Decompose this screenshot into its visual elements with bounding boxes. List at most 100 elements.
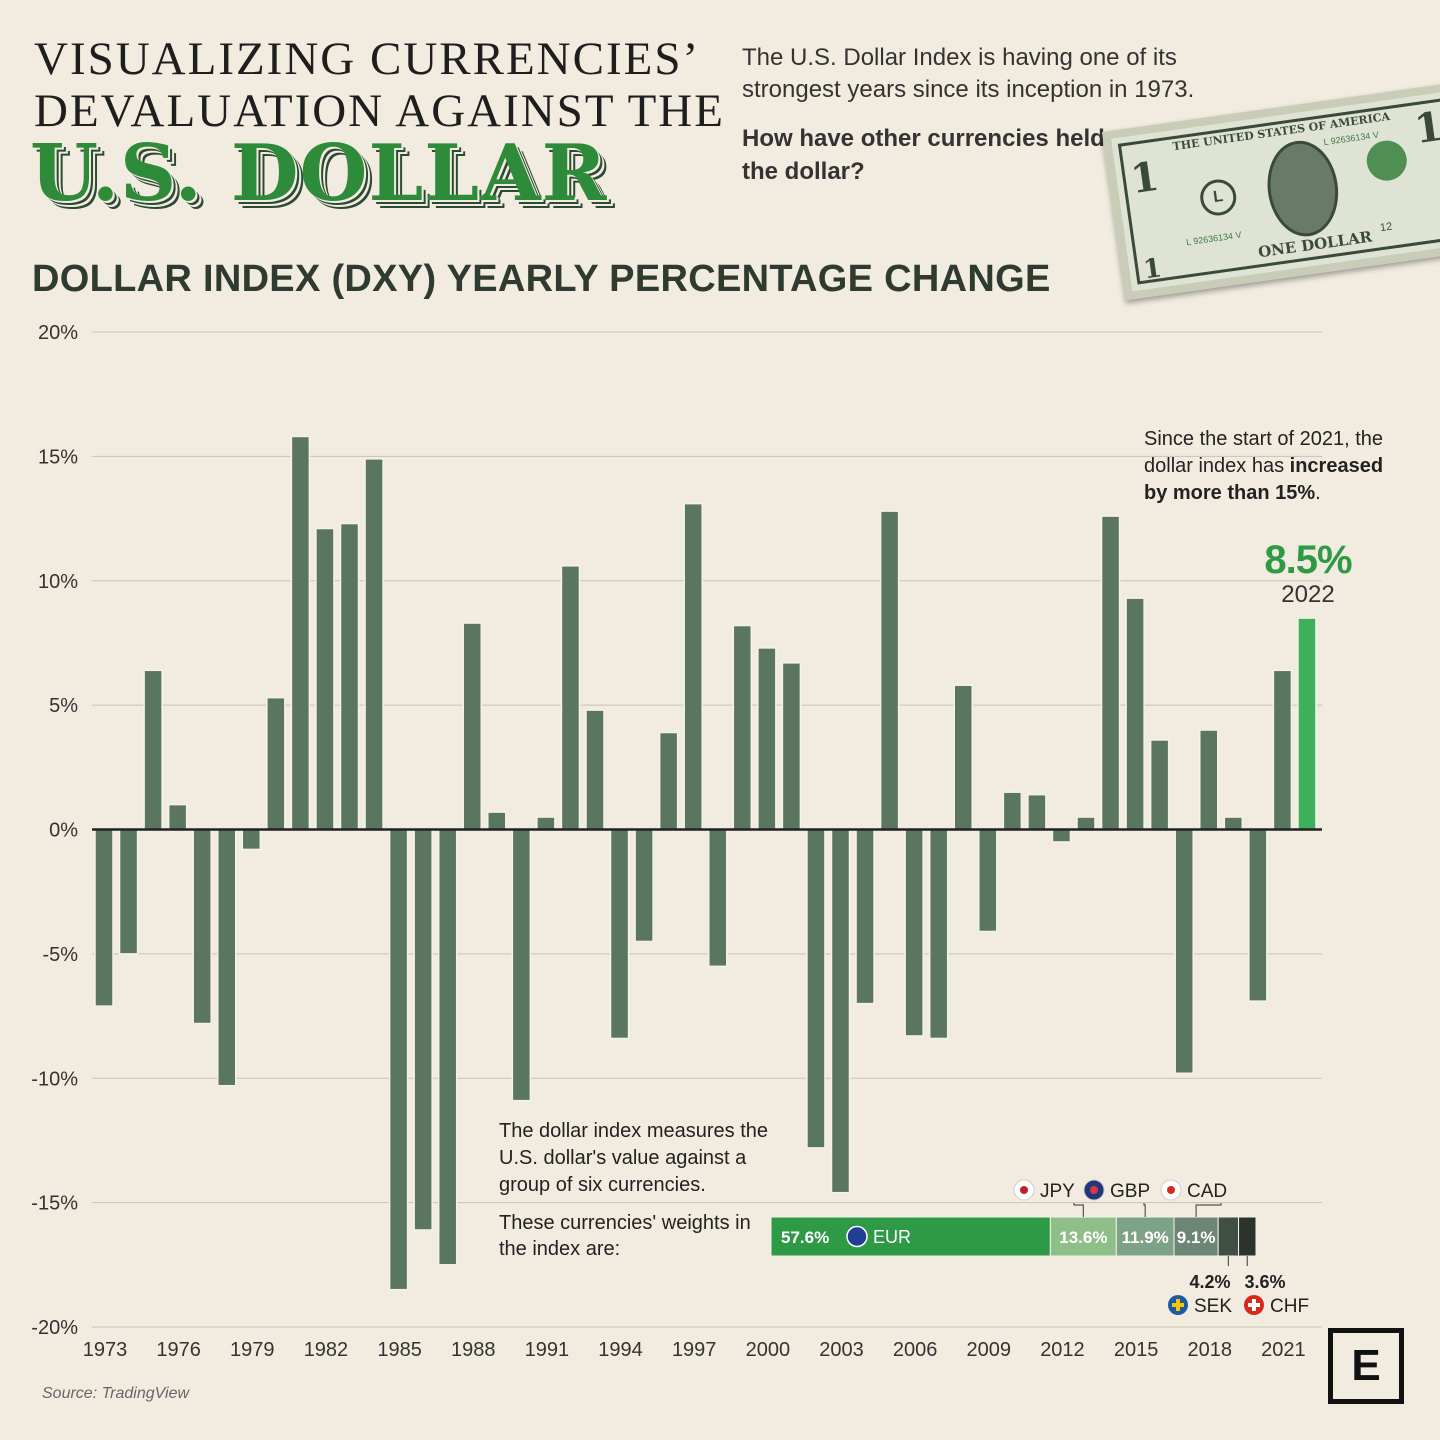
weight-label-gbp: 11.9% — [1122, 1228, 1169, 1247]
bar-2022 — [1297, 617, 1317, 831]
x-tick-label: 2003 — [819, 1339, 864, 1361]
bar-2011 — [1027, 793, 1047, 831]
x-tick-label: 1973 — [83, 1339, 128, 1361]
y-tick-label: 0% — [49, 820, 78, 842]
weight-label-sek: 4.2% — [1189, 1272, 1230, 1292]
weight-segment-jpy — [1049, 1216, 1117, 1257]
bar-2021 — [1272, 669, 1293, 831]
chart-x-labels: 1973 1976 1979 1982 1985 1988 1991 1994 1997 2000… — [83, 1339, 1306, 1361]
bar-1996 — [658, 731, 679, 831]
chart-title: DOLLAR INDEX (DXY) YEARLY PERCENTAGE CHA… — [32, 258, 1051, 300]
bar-1983 — [339, 522, 360, 831]
weight-label-eur: 57.6% — [781, 1228, 829, 1247]
bar-1975 — [143, 669, 163, 831]
bar-1993 — [585, 709, 605, 831]
bar-1985 — [388, 828, 409, 1291]
bar-2009 — [978, 828, 998, 933]
bar-2003 — [830, 828, 851, 1194]
x-tick-label: 2018 — [1188, 1339, 1233, 1361]
x-tick-label: 1982 — [304, 1339, 349, 1361]
bar-1988 — [462, 622, 482, 831]
bar-1992 — [560, 565, 581, 831]
weight-label-jpy: 13.6% — [1059, 1228, 1107, 1247]
x-tick-label: 1994 — [598, 1339, 643, 1361]
weight-segment-gbp — [1115, 1216, 1175, 1257]
weight-label-chf: 3.6% — [1244, 1272, 1285, 1292]
bar-2010 — [1002, 791, 1023, 831]
weight-name-gbp: GBP — [1110, 1181, 1150, 1202]
weight-name-cad: CAD — [1187, 1181, 1227, 1202]
note-index-measure: The dollar index measures the U.S. dolla… — [499, 1120, 769, 1196]
japan-flag-icon-mark — [1020, 1186, 1028, 1194]
bar-1978 — [217, 828, 237, 1087]
bar-1973 — [94, 828, 114, 1007]
bar-1989 — [487, 811, 507, 831]
note-weights: These currencies' weights in the index a… — [499, 1212, 751, 1260]
y-tick-label: -5% — [42, 944, 78, 966]
weights-bar: 57.6% 13.6% 11.9% 9.1% EUR JPY GBP CAD 4.2% SEK 3.… — [770, 1179, 1309, 1317]
x-tick-label: 1976 — [156, 1339, 201, 1361]
bar-1986 — [413, 828, 433, 1231]
weight-name-chf: CHF — [1270, 1296, 1309, 1317]
leader-line — [1073, 1203, 1084, 1217]
y-tick-label: -15% — [31, 1193, 78, 1215]
bar-2012 — [1051, 828, 1072, 843]
weight-segment-eur — [770, 1216, 1051, 1257]
note-2021-plain: Since the start of 2021, the dollar inde… — [1144, 428, 1384, 477]
y-tick-label: 15% — [38, 446, 78, 468]
x-tick-label: 1988 — [451, 1339, 496, 1361]
bar-1979 — [241, 828, 262, 851]
y-tick-label: -10% — [31, 1068, 78, 1090]
source-text: Source: TradingView — [42, 1385, 190, 1402]
bar-1976 — [167, 803, 188, 831]
weight-name-eur: EUR — [873, 1227, 911, 1247]
bar-1999 — [732, 624, 753, 831]
bar-1997 — [683, 502, 703, 831]
bar-2017 — [1174, 828, 1194, 1075]
leader-line — [1143, 1203, 1146, 1217]
bar-1995 — [634, 828, 654, 943]
weight-label-cad: 9.1% — [1177, 1228, 1216, 1247]
x-tick-label: 2009 — [967, 1339, 1012, 1361]
chart-bars — [92, 435, 1322, 1291]
visual-capitalist-logo: E — [1328, 1328, 1404, 1404]
bar-1982 — [315, 527, 335, 831]
title-us-dollar: U.S. DOLLAR — [30, 128, 608, 219]
sweden-flag-icon-cross-v — [1176, 1299, 1180, 1311]
intro-text: The U.S. Dollar Index is having one of i… — [742, 44, 1195, 103]
bar-1987 — [437, 828, 458, 1266]
x-tick-label: 2015 — [1114, 1339, 1159, 1361]
note-2021-end: . — [1315, 482, 1321, 504]
bar-2001 — [781, 662, 802, 831]
bar-1984 — [364, 458, 384, 831]
bar-1977 — [192, 828, 212, 1025]
bar-1974 — [118, 828, 139, 955]
uk-flag-icon-mark — [1090, 1186, 1098, 1194]
x-tick-label: 2021 — [1261, 1339, 1306, 1361]
note-2021-bold: increased by more than 15% — [1144, 455, 1384, 504]
title-line-2: DEVALUATION AGAINST THE — [34, 85, 725, 137]
x-tick-label: 1991 — [525, 1339, 570, 1361]
weight-segment-sek — [1217, 1216, 1240, 1257]
bar-2008 — [953, 684, 973, 831]
bar-1990 — [511, 828, 532, 1102]
bar-1980 — [266, 696, 286, 831]
x-tick-label: 2012 — [1040, 1339, 1085, 1361]
bar-2014 — [1100, 515, 1121, 831]
leader-line — [1195, 1203, 1222, 1217]
bar-2019 — [1223, 816, 1244, 831]
x-tick-label: 1997 — [672, 1339, 717, 1361]
bar-2000 — [757, 647, 777, 831]
bar-2015 — [1125, 597, 1145, 831]
note-since-2021: Since the start of 2021, the dollar inde… — [1144, 426, 1384, 507]
y-tick-label: 20% — [38, 322, 78, 344]
bar-2005 — [879, 510, 900, 831]
x-tick-label: 2006 — [893, 1339, 938, 1361]
title-line-1: VISUALIZING CURRENCIES’ — [34, 33, 701, 85]
x-tick-label: 2000 — [746, 1339, 791, 1361]
canada-flag-icon-mark — [1167, 1186, 1175, 1194]
bar-2002 — [806, 828, 826, 1149]
eu-flag-icon — [846, 1225, 868, 1248]
bar-2007 — [928, 828, 949, 1040]
